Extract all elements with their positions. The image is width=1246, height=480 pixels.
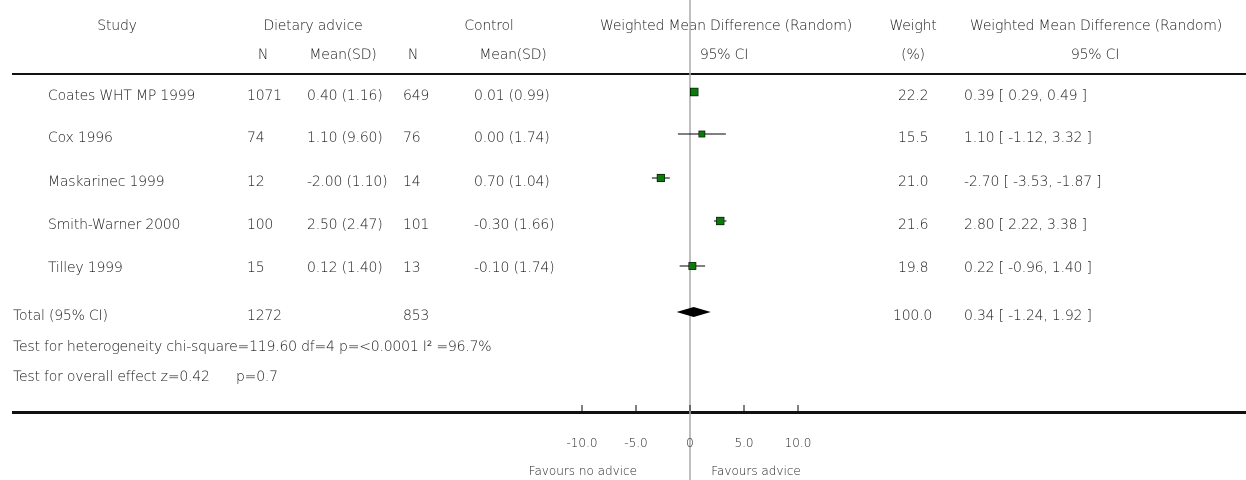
col-header-weight: Weight (889, 18, 937, 34)
row-mean-advice: -2.00 (1.10) (307, 174, 388, 190)
axis-tick-label: 0 (686, 436, 694, 450)
total-label: Total (95% CI) (13, 308, 108, 324)
study-marker (698, 130, 706, 138)
col-header-n-advice: N (257, 47, 269, 63)
total-n-control: 853 (403, 308, 430, 324)
row-mean-control: -0.10 (1.74) (474, 260, 555, 276)
row-ci: 2.80 [ 2.22, 3.38 ] (964, 217, 1087, 233)
study-marker (690, 87, 699, 97)
row-ci: 0.22 [ -0.96, 1.40 ] (964, 260, 1092, 276)
favours-no-advice-label: Favours no advice (529, 464, 637, 478)
study-marker (716, 216, 725, 226)
col-header-dietary-advice: Dietary advice (263, 18, 363, 34)
axis-tick-label: 10.0 (785, 436, 812, 450)
row-n-control: 101 (403, 217, 430, 233)
col-header-control: Control (464, 18, 514, 34)
row-mean-advice: 0.40 (1.16) (307, 88, 383, 104)
row-n-advice: 1071 (247, 88, 282, 104)
heterogeneity-test: Test for heterogeneity chi-square=119.60… (13, 339, 492, 355)
row-ci: 0.39 [ 0.29, 0.49 ] (964, 88, 1087, 104)
total-n-advice: 1272 (247, 308, 282, 324)
total-weight: 100.0 (893, 308, 933, 324)
row-n-advice: 12 (247, 174, 265, 190)
row-n-control: 649 (403, 88, 430, 104)
study-marker (688, 262, 697, 270)
row-study: Smith-Warner 2000 (48, 217, 181, 233)
col-header-mean-advice: Mean(SD) (309, 47, 377, 63)
row-mean-control: -0.30 (1.66) (474, 217, 555, 233)
row-n-advice: 74 (247, 130, 265, 146)
col-header-ci: 95% CI (699, 47, 749, 63)
col-header-mean-control: Mean(SD) (479, 47, 547, 63)
row-n-control: 14 (403, 174, 421, 190)
col-header-wmd-right: Weighted Mean Difference (Random) (970, 18, 1222, 34)
row-mean-advice: 0.12 (1.40) (307, 260, 383, 276)
row-study: Maskarinec 1999 (48, 174, 165, 190)
row-mean-advice: 1.10 (9.60) (307, 130, 383, 146)
col-header-study: Study (97, 18, 137, 34)
row-weight: 15.5 (898, 130, 929, 146)
row-mean-control: 0.01 (0.99) (474, 88, 550, 104)
total-ci: 0.34 [ -1.24, 1.92 ] (964, 308, 1092, 324)
overall-effect-test: Test for overall effect z=0.42 (13, 369, 210, 385)
row-weight: 22.2 (898, 88, 929, 104)
axis-tick-label: -5.0 (624, 436, 647, 450)
study-marker (656, 173, 665, 183)
pooled-diamond (676, 307, 711, 317)
col-header-n-control: N (407, 47, 419, 63)
row-mean-control: 0.00 (1.74) (474, 130, 550, 146)
row-study: Tilley 1999 (48, 260, 123, 276)
row-mean-advice: 2.50 (2.47) (307, 217, 383, 233)
row-weight: 21.0 (898, 174, 929, 190)
row-n-control: 76 (403, 130, 421, 146)
header-rule (12, 73, 1246, 75)
row-n-advice: 15 (247, 260, 265, 276)
col-header-ci-right: 95% CI (1070, 47, 1120, 63)
row-mean-control: 0.70 (1.04) (474, 174, 550, 190)
row-weight: 21.6 (898, 217, 929, 233)
col-header-weight-pct: (%) (901, 47, 925, 63)
row-study: Coates WHT MP 1999 (48, 88, 196, 104)
favours-advice-label: Favours advice (711, 464, 801, 478)
footer-rule (12, 411, 1246, 414)
overall-effect-p: p=0.7 (236, 369, 278, 385)
col-header-wmd: Weighted Mean Difference (Random) (600, 18, 852, 34)
axis-tick-label: -10.0 (566, 436, 597, 450)
axis-tick-label: 5.0 (734, 436, 753, 450)
row-n-control: 13 (403, 260, 421, 276)
row-study: Cox 1996 (48, 130, 113, 146)
row-weight: 19.8 (898, 260, 929, 276)
row-ci: -2.70 [ -3.53, -1.87 ] (964, 174, 1102, 190)
row-n-advice: 100 (247, 217, 274, 233)
row-ci: 1.10 [ -1.12, 3.32 ] (964, 130, 1092, 146)
